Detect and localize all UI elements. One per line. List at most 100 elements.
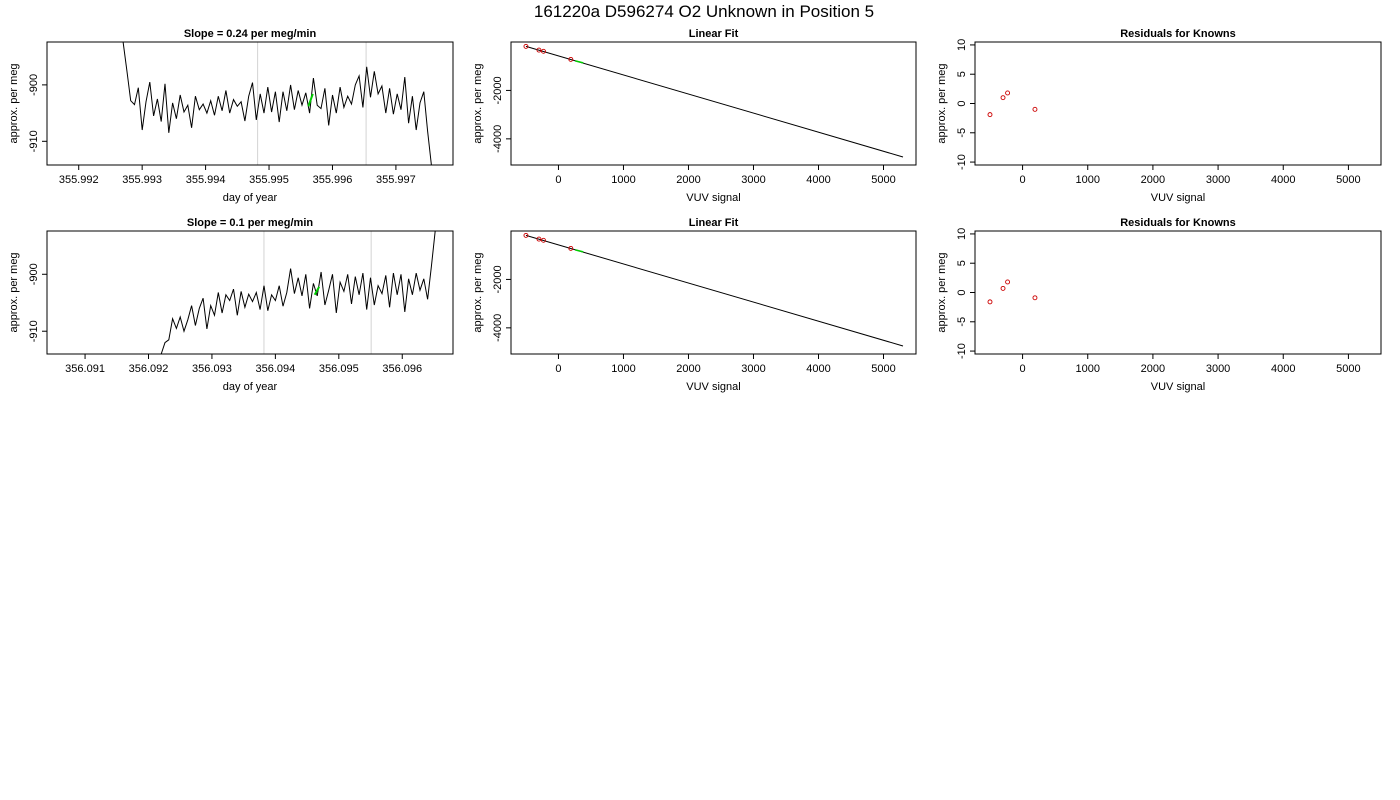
residual-point <box>1005 279 1011 285</box>
x-tick-label: 3000 <box>741 363 765 375</box>
y-tick-label: -2000 <box>492 265 504 293</box>
plot-area <box>987 90 1038 118</box>
y-tick-label: 0 <box>956 100 968 106</box>
known-point <box>536 47 542 53</box>
x-tick-label: 355.993 <box>122 174 162 186</box>
known-point <box>568 56 574 62</box>
plot-area <box>122 42 432 165</box>
x-tick-label: 355.997 <box>376 174 416 186</box>
x-tick-label: 0 <box>1020 174 1026 186</box>
x-tick-label: 0 <box>555 363 561 375</box>
y-tick-label: 10 <box>956 39 968 51</box>
residual-point <box>1032 295 1038 301</box>
panel-title: Slope = 0.24 per meg/min <box>184 28 317 40</box>
y-tick-label: -5 <box>956 128 968 138</box>
x-tick-label: 3000 <box>741 174 765 186</box>
x-axis-label: VUV signal <box>1151 381 1205 393</box>
x-tick-label: 0 <box>555 174 561 186</box>
y-tick-label: -900 <box>28 263 40 285</box>
highlight-segment <box>307 93 314 107</box>
x-tick-label: 355.996 <box>313 174 353 186</box>
y-tick-label: 0 <box>956 289 968 295</box>
y-tick-label: 5 <box>956 260 968 266</box>
x-tick-label: 2000 <box>1141 363 1165 375</box>
residual-point <box>987 299 993 305</box>
panel-title: Linear Fit <box>689 28 739 40</box>
y-axis-label: approx. per meg <box>8 63 20 143</box>
x-tick-label: 4000 <box>806 363 830 375</box>
panel-trace-2: Slope = 0.1 per meg/min 356.091 356.092 356… <box>8 217 454 393</box>
unknown-point <box>575 60 584 64</box>
x-tick-label: 356.093 <box>192 363 232 375</box>
panel-fit-2: Linear Fit 0 1000 2000 3000 4000 5000 -2000 -400… <box>472 217 917 393</box>
plot-area <box>523 43 904 158</box>
x-tick-label: 355.995 <box>249 174 289 186</box>
y-axis-label: approx. per meg <box>472 63 484 143</box>
x-tick-label: 5000 <box>871 363 895 375</box>
figure-title: 161220a D596274 O2 Unknown in Position 5 <box>534 2 874 21</box>
plot-area <box>523 232 904 347</box>
y-tick-label: -4000 <box>492 125 504 153</box>
panel-trace-1: Slope = 0.24 per meg/min 355.992 355.993 35… <box>8 28 454 204</box>
x-tick-label: 5000 <box>871 174 895 186</box>
y-axis-label: approx. per meg <box>8 252 20 332</box>
x-tick-label: 4000 <box>1271 363 1295 375</box>
plot-frame <box>510 41 917 166</box>
x-tick-label: 355.992 <box>59 174 99 186</box>
x-tick-label: 356.092 <box>129 363 169 375</box>
known-point <box>523 43 529 49</box>
x-tick-label: 356.095 <box>319 363 359 375</box>
x-tick-label: 2000 <box>676 174 700 186</box>
x-tick-label: 1000 <box>1075 363 1099 375</box>
y-tick-label: -5 <box>956 317 968 327</box>
known-point <box>541 237 546 243</box>
panel-title: Slope = 0.1 per meg/min <box>187 217 314 229</box>
y-tick-label: -910 <box>28 320 40 342</box>
fit-line <box>525 234 904 347</box>
x-axis-label: day of year <box>223 381 278 393</box>
residual-point <box>1005 90 1011 96</box>
x-tick-label: 355.994 <box>186 174 226 186</box>
x-tick-label: 5000 <box>1336 174 1360 186</box>
y-axis-label: approx. per meg <box>936 63 948 143</box>
x-axis-label: VUV signal <box>686 192 740 204</box>
plot-frame <box>510 230 917 355</box>
y-tick-label: -10 <box>956 154 968 170</box>
x-tick-label: 0 <box>1020 363 1026 375</box>
trace-line <box>47 231 441 354</box>
residual-point <box>1000 95 1006 101</box>
highlight-segment <box>313 286 321 296</box>
x-tick-label: 2000 <box>1141 174 1165 186</box>
panel-title: Linear Fit <box>689 217 739 229</box>
y-tick-label: -4000 <box>492 314 504 342</box>
panel-fit-1: Linear Fit 0 1000 2000 3000 4000 5000 -2000 -400… <box>472 28 917 204</box>
residual-point <box>987 112 993 118</box>
plot-area <box>47 231 441 354</box>
y-tick-label: -2000 <box>492 76 504 104</box>
y-tick-label: -900 <box>28 74 40 96</box>
x-axis-label: VUV signal <box>1151 192 1205 204</box>
y-tick-label: 10 <box>956 228 968 240</box>
y-axis-label: approx. per meg <box>936 252 948 332</box>
y-tick-label: -10 <box>956 343 968 359</box>
x-tick-label: 3000 <box>1206 363 1230 375</box>
known-point <box>541 48 546 54</box>
x-axis-label: VUV signal <box>686 381 740 393</box>
x-tick-label: 1000 <box>1075 174 1099 186</box>
residual-point <box>1000 285 1006 291</box>
x-axis-label: day of year <box>223 192 278 204</box>
x-tick-label: 356.094 <box>255 363 295 375</box>
plot-frame <box>46 41 454 166</box>
x-tick-label: 4000 <box>1271 174 1295 186</box>
panel-title: Residuals for Knowns <box>1120 28 1236 40</box>
x-tick-label: 1000 <box>611 363 635 375</box>
panel-resid-1: Residuals for Knowns 0 1000 2000 3000 4000 500… <box>936 28 1382 204</box>
plot-frame <box>46 230 454 355</box>
residual-point <box>1032 106 1038 112</box>
x-tick-label: 356.091 <box>65 363 105 375</box>
known-point <box>536 236 542 242</box>
x-tick-label: 2000 <box>676 363 700 375</box>
unknown-point <box>575 249 584 253</box>
